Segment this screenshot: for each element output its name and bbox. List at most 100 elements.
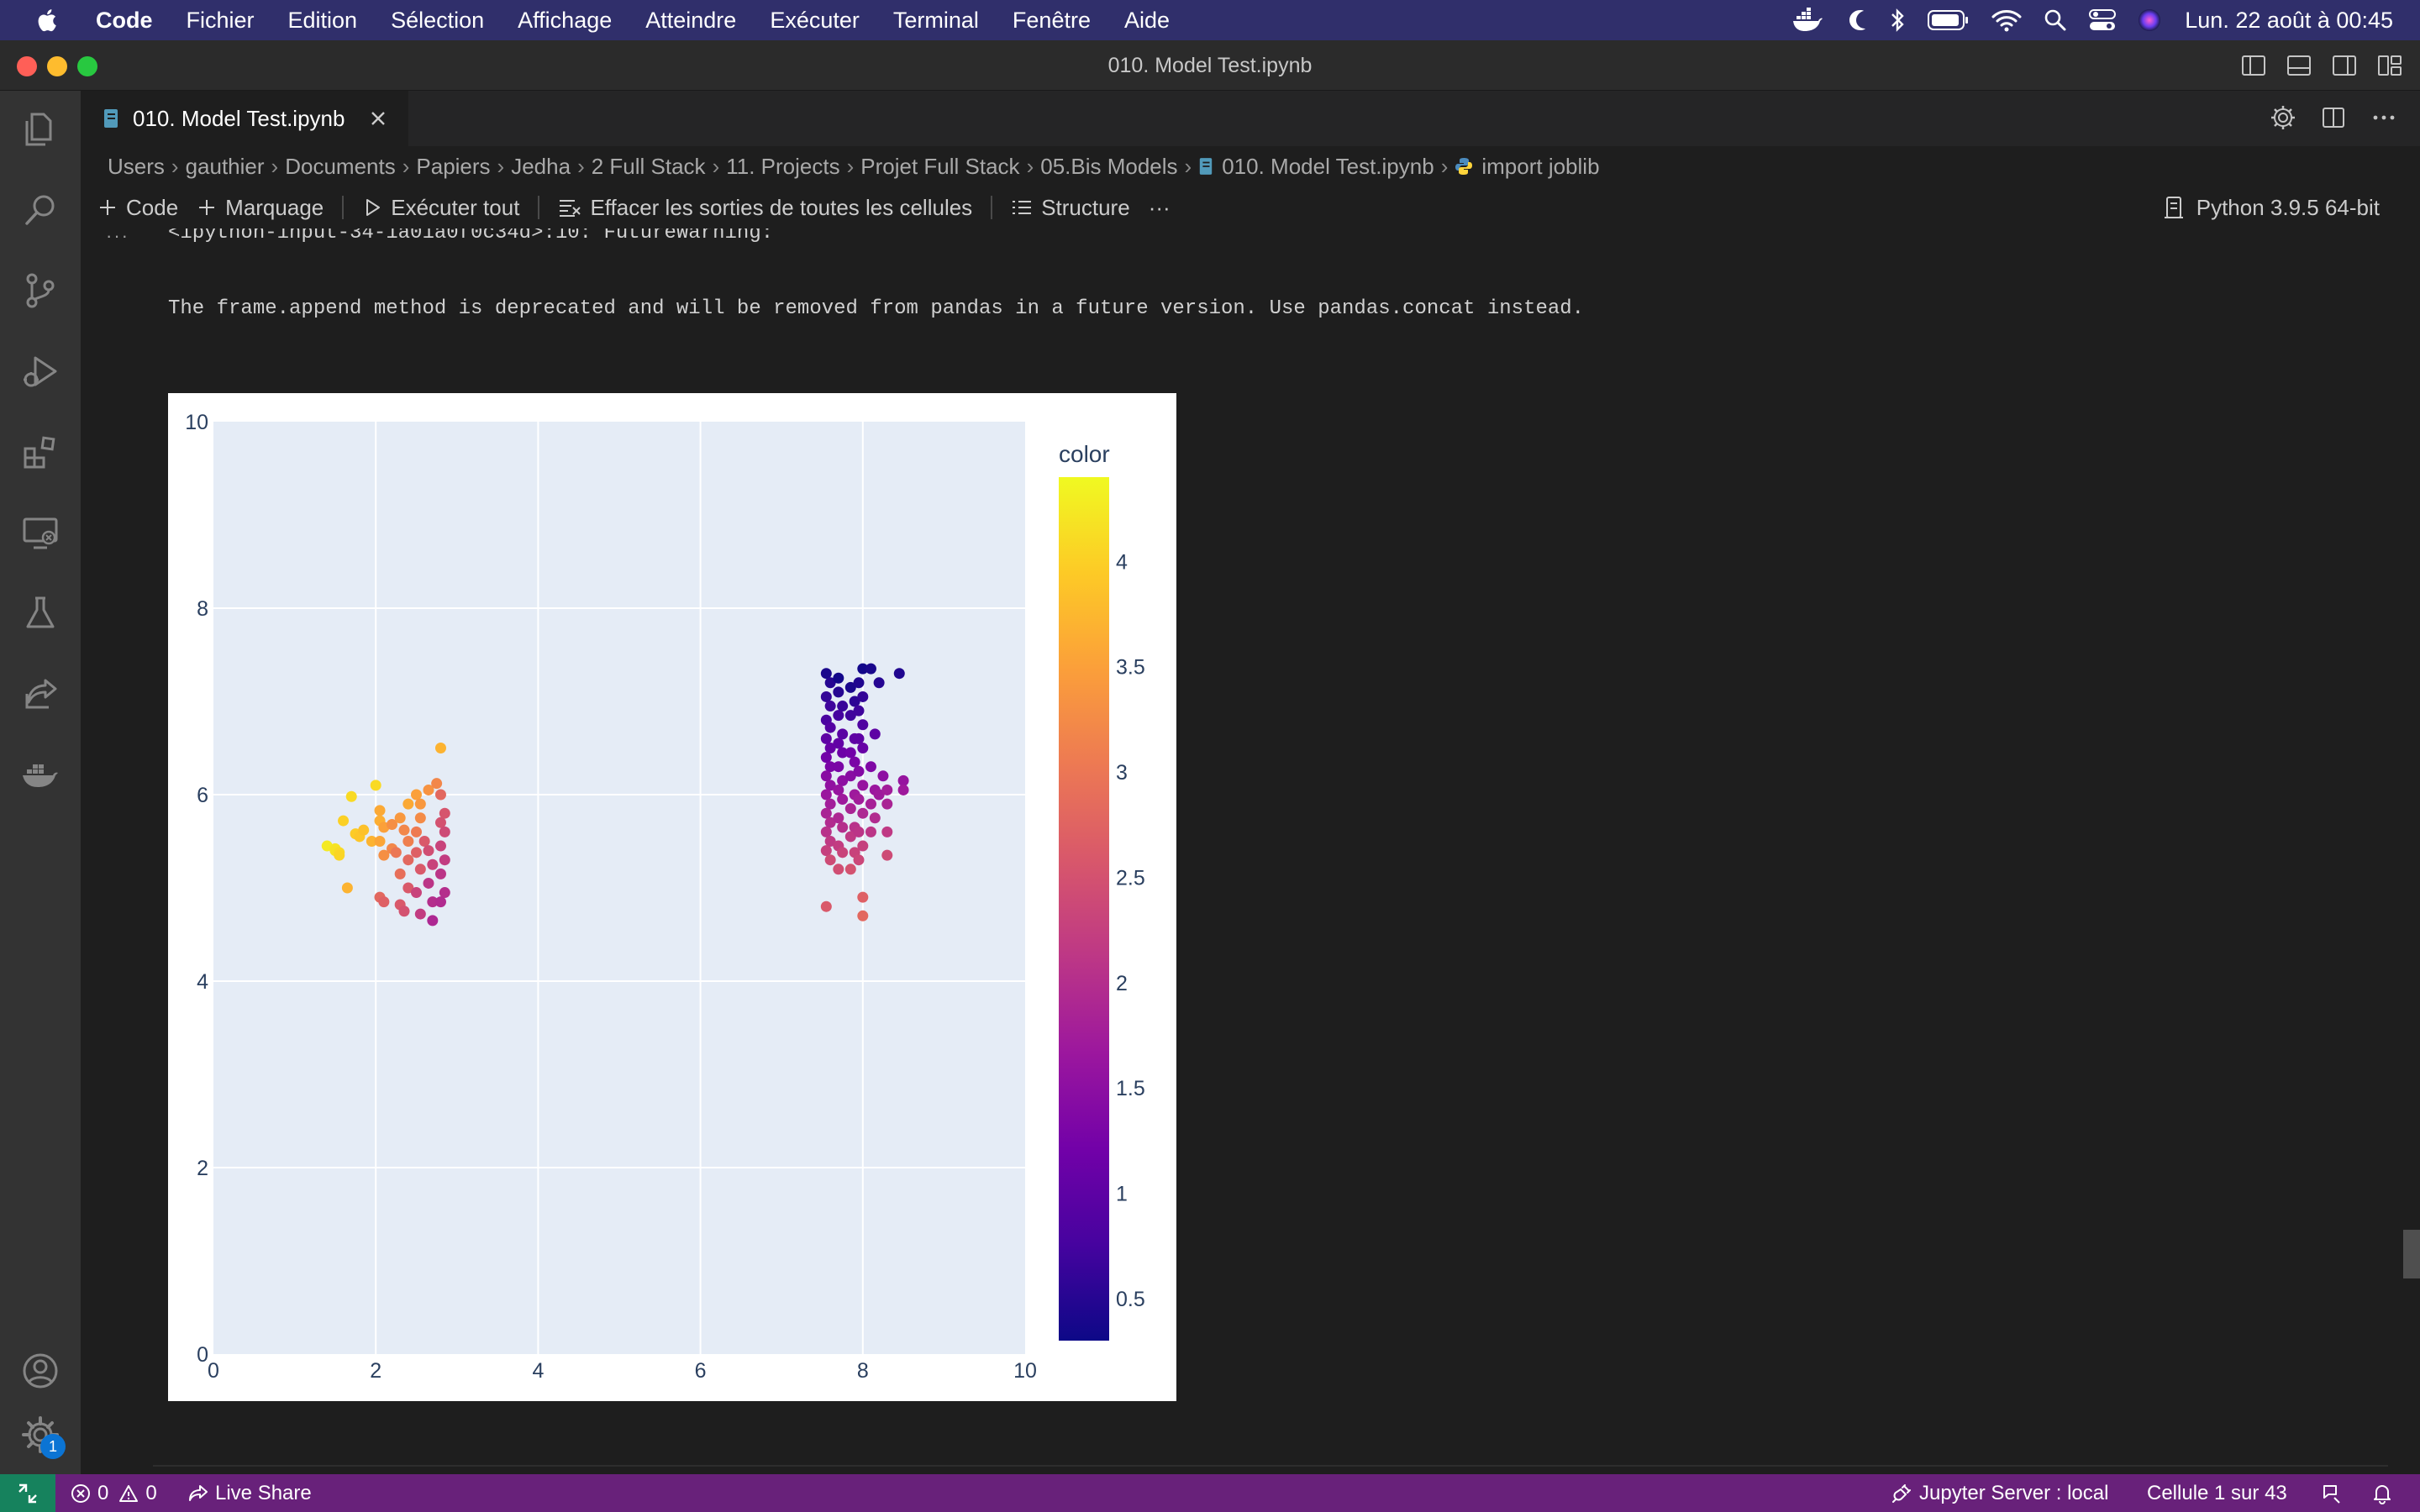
remote-indicator[interactable] (0, 1474, 55, 1512)
add-code-cell-button[interactable]: Code (97, 195, 178, 221)
maximize-window-button[interactable] (77, 56, 97, 76)
breadcrumb-projects[interactable]: 11. Projects (726, 153, 840, 179)
scatter-point (857, 719, 869, 731)
scatter-point (824, 677, 836, 689)
menu-code[interactable]: Code (96, 7, 153, 33)
jupyter-server-status[interactable]: Jupyter Server : local (1891, 1474, 2108, 1512)
menu-terminal[interactable]: Terminal (892, 7, 979, 33)
outline-button[interactable]: Structure (1011, 195, 1130, 221)
add-code-label: Code (126, 194, 179, 220)
y-tick-label: 10 (185, 411, 208, 434)
add-markdown-cell-button[interactable]: Marquage (197, 195, 324, 221)
wifi-icon[interactable] (1991, 8, 2022, 32)
vertical-scrollbar-thumb[interactable] (2403, 1230, 2420, 1278)
scatter-point (824, 798, 836, 810)
scatter-point (824, 743, 836, 753)
toggle-primary-sidebar-icon[interactable] (2240, 52, 2267, 79)
live-share-icon[interactable] (20, 674, 60, 714)
docker-tray-icon[interactable] (1791, 8, 1823, 33)
siri-icon[interactable] (2138, 8, 2161, 32)
menu-atteindre[interactable]: Atteindre (645, 7, 737, 33)
menu-fichier[interactable]: Fichier (186, 7, 255, 33)
run-all-button[interactable]: Exécuter tout (362, 195, 519, 221)
warning-count: 0 (145, 1481, 157, 1504)
breadcrumb-users[interactable]: Users (108, 153, 165, 179)
scatter-point (402, 798, 414, 810)
breadcrumb-notebook-label: 010. Model Test.ipynb (1222, 153, 1434, 179)
notebook-settings-gear-icon[interactable] (2269, 103, 2297, 132)
scatter-point (427, 915, 439, 927)
cell-position-status[interactable]: Cellule 1 sur 43 (2147, 1474, 2287, 1512)
control-center-icon[interactable] (2089, 8, 2117, 32)
breadcrumb-gauthier[interactable]: gauthier (185, 153, 265, 179)
scatter-point (844, 770, 856, 782)
breadcrumb-documents[interactable]: Documents (285, 153, 396, 179)
x-tick-label: 6 (695, 1359, 707, 1383)
breadcrumb-bis-models[interactable]: 05.Bis Models (1040, 153, 1178, 179)
feedback-icon[interactable] (2321, 1474, 2349, 1512)
chevron-right-icon: › (846, 153, 855, 179)
customize-layout-icon[interactable] (2376, 52, 2403, 79)
toggle-secondary-sidebar-icon[interactable] (2331, 52, 2358, 79)
bluetooth-icon[interactable] (1889, 8, 1906, 33)
scatter-point (434, 840, 446, 852)
notifications-bell-icon[interactable] (2371, 1474, 2400, 1512)
breadcrumb-full-stack[interactable]: 2 Full Stack (591, 153, 706, 179)
docker-icon[interactable] (20, 754, 60, 795)
menu-executer[interactable]: Exécuter (770, 7, 860, 33)
menu-fenetre[interactable]: Fenêtre (1012, 7, 1091, 33)
colorbar-tick-label: 2.5 (1116, 866, 1145, 890)
output-more-actions[interactable]: ··· (106, 228, 129, 246)
menu-clock[interactable]: Lun. 22 août à 00:45 (2185, 7, 2393, 33)
kernel-picker[interactable]: Python 3.9.5 64-bit (2163, 186, 2380, 228)
toolbar-more-button[interactable]: ··· (1149, 195, 1171, 221)
live-share-icon (189, 1484, 208, 1501)
breadcrumb-import-joblib[interactable]: import joblib (1455, 154, 1600, 180)
scatter-point (824, 722, 836, 733)
battery-icon[interactable] (1928, 9, 1970, 31)
scatter-point (402, 836, 414, 847)
menu-aide[interactable]: Aide (1123, 7, 1171, 33)
testing-flask-icon[interactable] (20, 593, 60, 633)
breadcrumb-jedha[interactable]: Jedha (511, 153, 571, 179)
y-tick-label: 2 (197, 1157, 208, 1180)
plotly-scatter-chart[interactable]: 0 2 4 6 8 10 0 2 4 6 8 10 color 0.5 1 1.5 2 2.5 3 3.5 4 (168, 393, 1176, 1401)
moon-icon[interactable] (1845, 8, 1867, 32)
problems-indicator[interactable]: 0 0 (71, 1474, 157, 1512)
live-share-status[interactable]: Live Share (187, 1474, 312, 1512)
breadcrumb-projet-full-stack[interactable]: Projet Full Stack (860, 153, 1020, 179)
run-and-debug-icon[interactable] (20, 351, 60, 391)
remote-explorer-icon[interactable] (20, 512, 60, 553)
scatter-point (833, 738, 844, 749)
clear-all-outputs-button[interactable]: Effacer les sorties de toutes les cellul… (558, 195, 972, 221)
explorer-icon[interactable] (20, 109, 60, 150)
tab-model-test-notebook[interactable]: 010. Model Test.ipynb (81, 91, 408, 146)
split-editor-icon[interactable] (2319, 103, 2348, 132)
source-control-icon[interactable] (20, 270, 60, 311)
close-tab-icon[interactable] (366, 107, 390, 130)
accounts-icon[interactable] (20, 1351, 60, 1391)
minimize-window-button[interactable] (47, 56, 67, 76)
breadcrumb-papiers[interactable]: Papiers (416, 153, 491, 179)
scatter-point (358, 824, 370, 836)
search-icon[interactable] (20, 190, 60, 230)
close-window-button[interactable] (17, 56, 37, 76)
breadcrumb-notebook-file[interactable]: 010. Model Test.ipynb (1198, 154, 1434, 180)
menu-edition[interactable]: Edition (287, 7, 358, 33)
scatter-point (873, 677, 885, 689)
menu-affichage[interactable]: Affichage (518, 7, 613, 33)
scatter-point (833, 812, 844, 824)
scatter-point (374, 805, 386, 816)
y-tick-label: 8 (197, 597, 208, 621)
plus-icon (100, 200, 115, 215)
more-actions-icon[interactable] (2370, 103, 2398, 132)
toggle-panel-icon[interactable] (2286, 52, 2312, 79)
scatter-point (857, 891, 869, 903)
extensions-icon[interactable] (20, 432, 60, 472)
plot-area (213, 422, 1025, 1354)
scatter-point (869, 728, 881, 740)
scatter-point (414, 864, 426, 875)
spotlight-search-icon[interactable] (2044, 8, 2067, 32)
menu-selection[interactable]: Sélection (391, 7, 485, 33)
apple-logo-icon[interactable] (34, 6, 62, 34)
